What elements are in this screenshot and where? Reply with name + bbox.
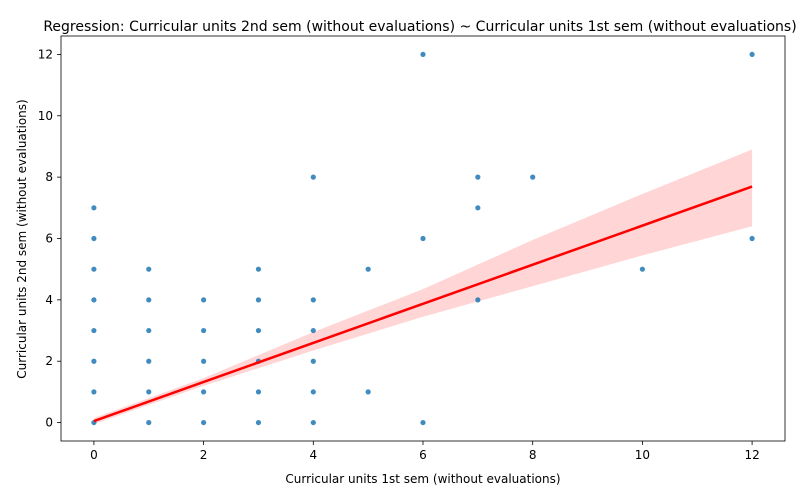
data-point bbox=[255, 419, 262, 426]
data-point bbox=[255, 389, 262, 395]
data-point bbox=[530, 174, 536, 180]
data-point bbox=[146, 266, 152, 272]
y-tick-label: 4 bbox=[45, 293, 53, 307]
x-axis-label: Curricular units 1st sem (without evalua… bbox=[285, 472, 560, 486]
regression-line-layer bbox=[93, 185, 753, 423]
data-point bbox=[91, 205, 97, 211]
x-tick-label: 12 bbox=[744, 448, 759, 462]
scatter-points-layer bbox=[91, 51, 755, 426]
data-point bbox=[91, 235, 97, 242]
data-point bbox=[310, 419, 316, 426]
data-point bbox=[475, 174, 481, 180]
y-tick-label: 0 bbox=[45, 416, 53, 430]
x-axis-ticks: 0 2 4 6 8 10 12 bbox=[90, 441, 760, 462]
data-point bbox=[201, 297, 207, 303]
data-point bbox=[91, 297, 97, 303]
y-tick-label: 10 bbox=[38, 109, 53, 123]
data-point bbox=[146, 389, 152, 395]
data-point bbox=[310, 358, 316, 364]
data-point bbox=[749, 51, 755, 58]
data-point bbox=[255, 266, 262, 272]
data-point bbox=[310, 174, 316, 180]
data-point bbox=[201, 358, 207, 364]
data-point bbox=[310, 297, 316, 303]
y-tick-label: 12 bbox=[38, 47, 53, 61]
x-tick-label: 6 bbox=[419, 448, 427, 462]
data-point bbox=[475, 297, 481, 303]
data-point bbox=[91, 358, 97, 364]
y-axis-label: Curricular units 2nd sem (without evalua… bbox=[15, 99, 29, 378]
data-point bbox=[146, 358, 152, 364]
data-point bbox=[201, 327, 207, 334]
x-tick-label: 0 bbox=[90, 448, 98, 462]
data-point bbox=[201, 419, 207, 426]
data-point bbox=[639, 266, 645, 272]
data-point bbox=[310, 389, 316, 395]
data-point bbox=[420, 419, 426, 426]
data-point bbox=[255, 327, 262, 334]
data-point bbox=[201, 389, 207, 395]
y-tick-label: 2 bbox=[45, 354, 53, 368]
data-point bbox=[91, 389, 97, 395]
x-tick-label: 10 bbox=[635, 448, 650, 462]
regression-line bbox=[93, 185, 753, 423]
data-point bbox=[420, 235, 426, 242]
chart-title: Regression: Curricular units 2nd sem (wi… bbox=[43, 19, 796, 35]
data-point bbox=[365, 266, 371, 272]
x-tick-label: 4 bbox=[309, 448, 317, 462]
data-point bbox=[749, 235, 755, 242]
confidence-band-layer bbox=[93, 149, 753, 425]
y-tick-label: 8 bbox=[45, 170, 53, 184]
data-point bbox=[420, 51, 426, 58]
data-point bbox=[91, 327, 97, 334]
data-point bbox=[365, 389, 371, 395]
y-axis-ticks: 0 2 4 6 8 10 12 bbox=[38, 47, 61, 430]
data-point bbox=[255, 297, 262, 303]
confidence-band bbox=[93, 149, 753, 425]
data-point bbox=[146, 419, 152, 426]
data-point bbox=[310, 327, 316, 334]
data-point bbox=[475, 205, 481, 211]
data-point bbox=[146, 327, 152, 334]
y-tick-label: 6 bbox=[45, 232, 53, 246]
x-tick-label: 2 bbox=[200, 448, 208, 462]
data-point bbox=[91, 266, 97, 272]
data-point bbox=[146, 297, 152, 303]
x-tick-label: 8 bbox=[529, 448, 537, 462]
